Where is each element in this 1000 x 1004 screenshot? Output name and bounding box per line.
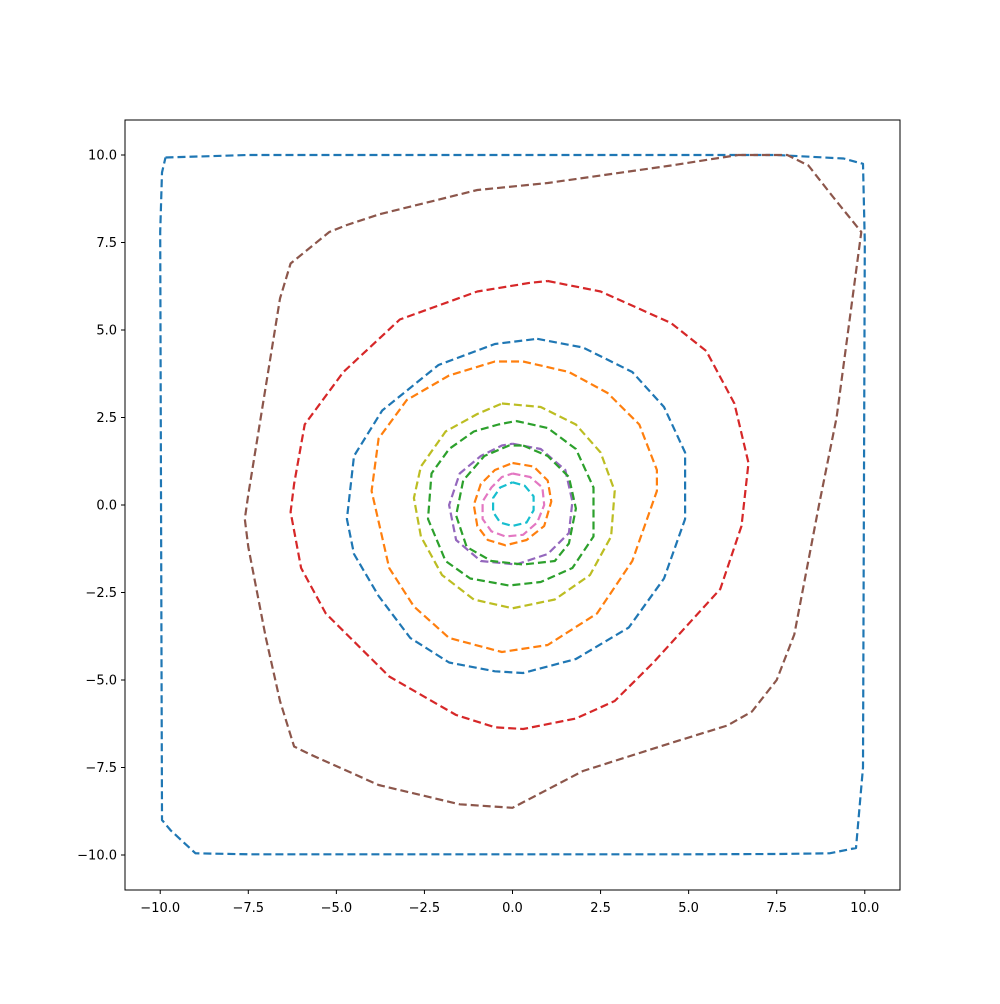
contour-line-9 — [455, 444, 578, 566]
y-tick-label: 5.0 — [96, 324, 117, 339]
contour-line-5 — [370, 360, 659, 654]
y-tick-label: −5.0 — [85, 674, 117, 689]
x-tick-label: 5.0 — [678, 901, 699, 916]
x-tick-label: −5.0 — [321, 901, 353, 916]
y-axis: −10.0 −7.5 −5.0 −2.5 0.0 2.5 5.0 7.5 10.0 — [77, 149, 125, 864]
y-tick-label: 10.0 — [88, 149, 117, 164]
contour-line-1 — [159, 153, 866, 856]
x-tick-label: 10.0 — [850, 901, 879, 916]
y-tick-label: −10.0 — [77, 849, 117, 864]
contour-line-12 — [492, 481, 535, 528]
x-tick-label: 2.5 — [590, 901, 611, 916]
x-tick-label: 0.0 — [502, 901, 523, 916]
x-tick-label: −2.5 — [409, 901, 441, 916]
y-tick-label: 7.5 — [96, 236, 117, 251]
contour-line-7 — [426, 419, 595, 587]
y-tick-label: −7.5 — [85, 761, 117, 776]
x-tick-label: 7.5 — [766, 901, 787, 916]
contour-line-6 — [412, 402, 616, 610]
contour-line-3 — [289, 279, 750, 731]
y-tick-label: 2.5 — [96, 411, 117, 426]
y-tick-label: −2.5 — [85, 586, 117, 601]
contour-line-4 — [345, 337, 687, 675]
contour-line-10 — [472, 461, 553, 547]
plot-area — [159, 153, 866, 856]
contour-line-11 — [481, 472, 546, 538]
y-tick-label: 0.0 — [96, 499, 117, 514]
x-tick-label: −7.5 — [233, 901, 265, 916]
x-tick-label: −10.0 — [140, 901, 180, 916]
x-axis: −10.0 −7.5 −5.0 −2.5 0.0 2.5 5.0 7.5 10.0 — [140, 890, 879, 916]
